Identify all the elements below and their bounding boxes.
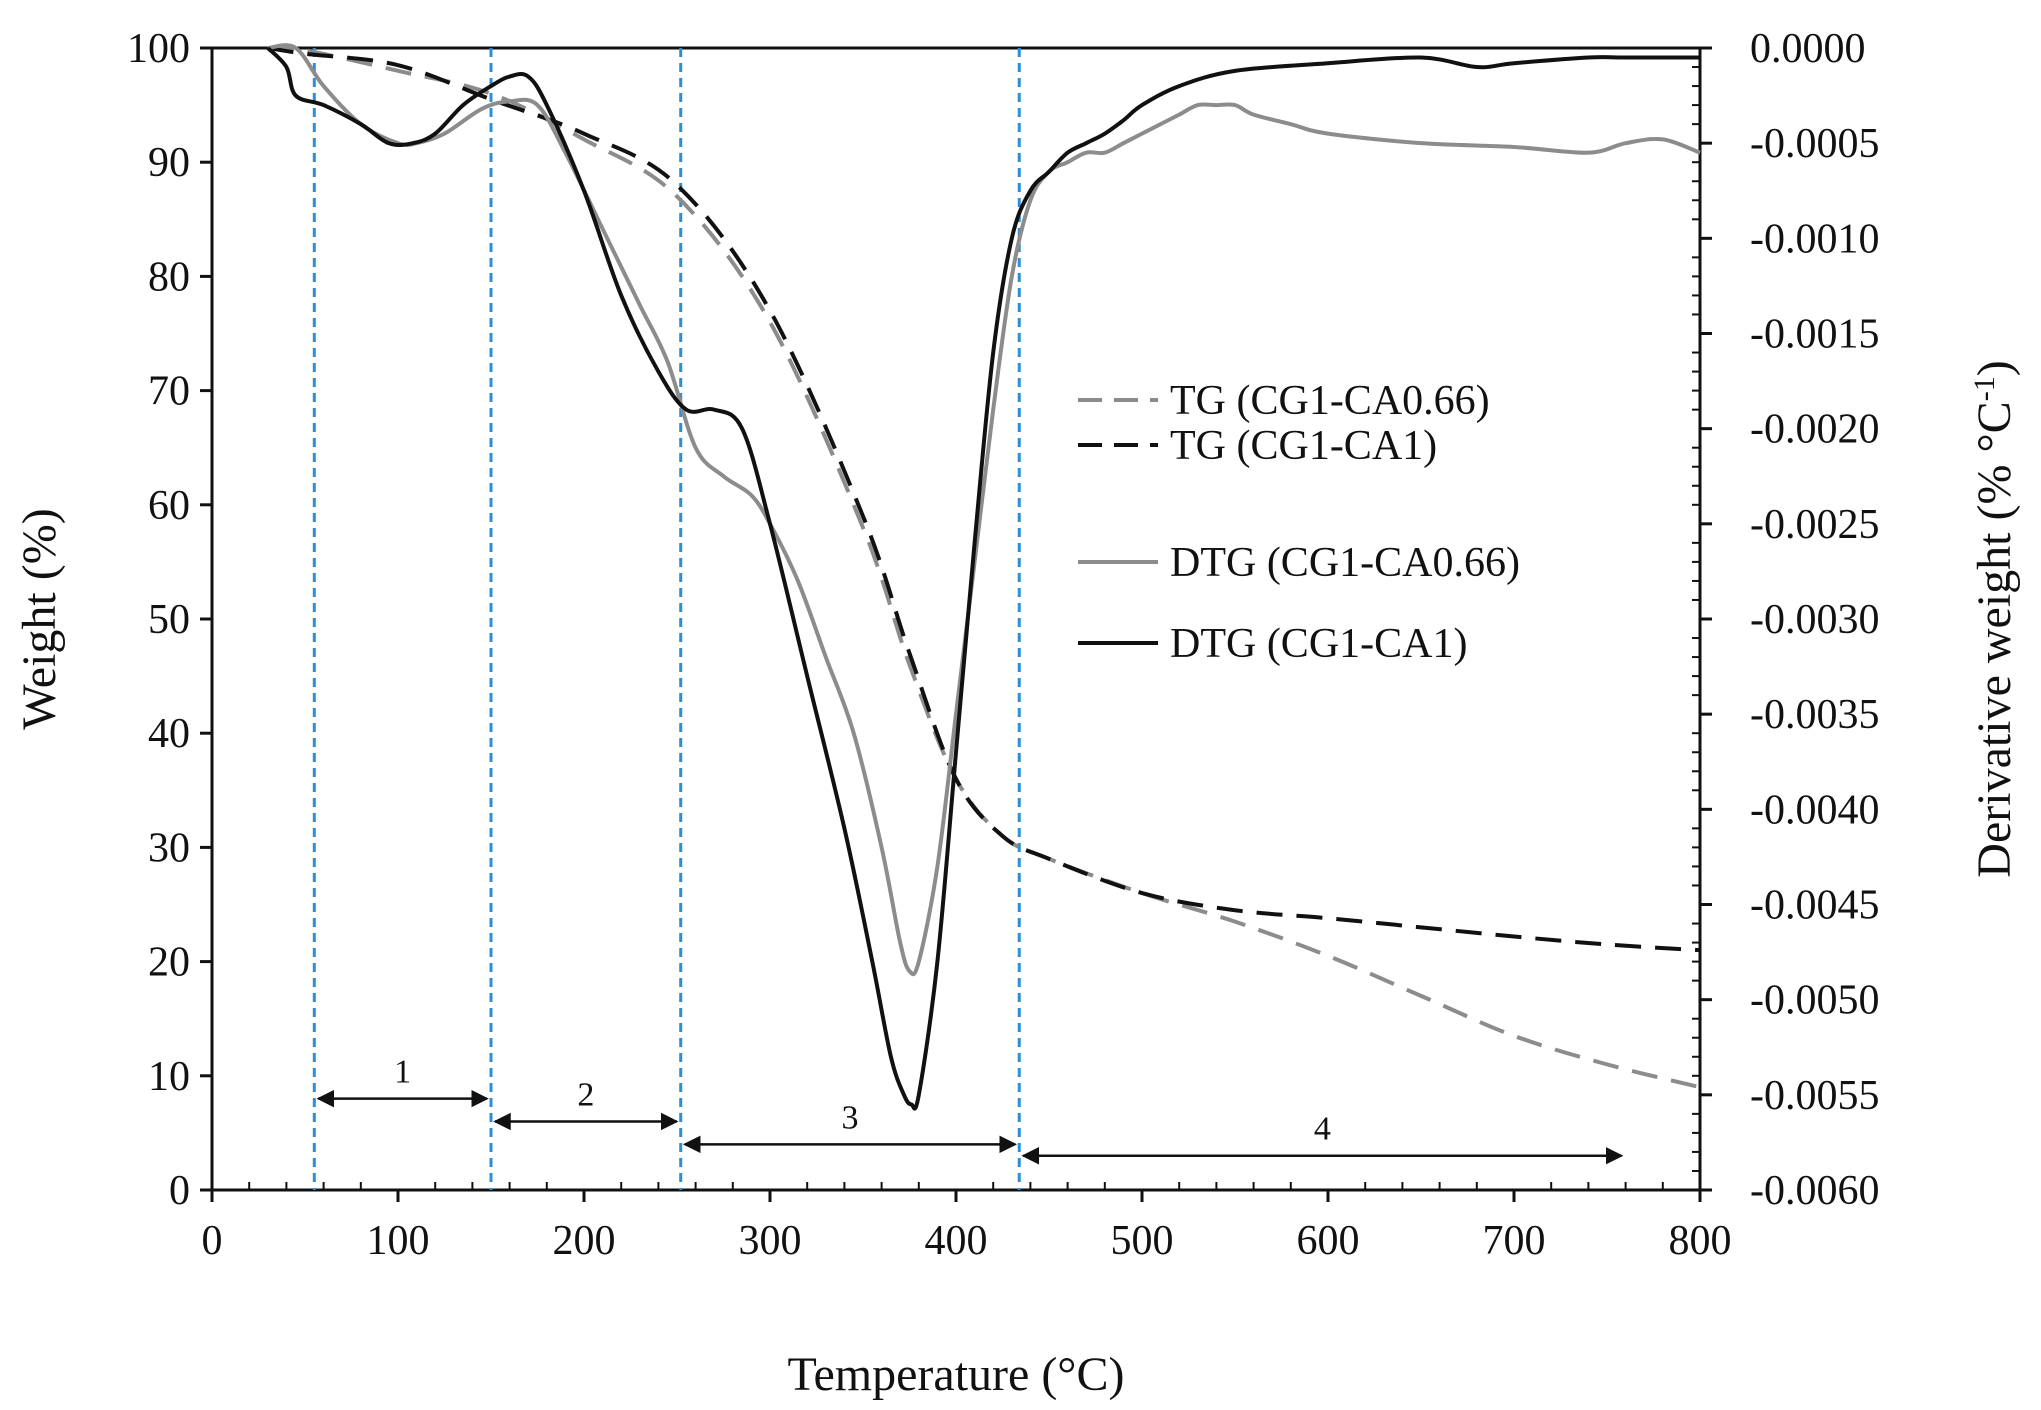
- x-tick-label: 200: [553, 1218, 616, 1264]
- y-tick-label: 90: [148, 140, 190, 186]
- series-tg-ca066-line: [267, 45, 1701, 1090]
- x-tick-label: 600: [1297, 1218, 1360, 1264]
- y2-tick-label: -0.0005: [1750, 121, 1880, 167]
- x-axis-title: Temperature (°C): [787, 1348, 1124, 1401]
- x-tick-label: 800: [1669, 1218, 1732, 1264]
- region-label: 3: [841, 1099, 858, 1136]
- plot-area: [210, 46, 1702, 1192]
- y2-tick-label: -0.0030: [1750, 597, 1880, 643]
- y-tick-label: 30: [148, 825, 190, 871]
- x-axis: 0 100 200 300 400 500 600 700 800: [202, 1182, 1732, 1264]
- legend-label-dtg-ca1: DTG (CG1-CA1): [1170, 621, 1467, 667]
- y2-tick-label: -0.0015: [1750, 312, 1880, 358]
- y2-tick-label: -0.0050: [1750, 978, 1880, 1024]
- y-tick-label: 60: [148, 483, 190, 529]
- y2-tick-label: -0.0055: [1750, 1073, 1880, 1119]
- region-label: 1: [394, 1054, 411, 1091]
- y2-tick-label: -0.0035: [1750, 692, 1880, 738]
- y-tick-label: 50: [148, 597, 190, 643]
- y-axis-left-title: Weight (%): [13, 508, 66, 729]
- y2-tick-label: -0.0045: [1750, 883, 1880, 929]
- y-tick-label: 80: [148, 254, 190, 300]
- y2-tick-label: -0.0025: [1750, 502, 1880, 548]
- region-divider-lines: [312, 48, 1021, 1190]
- series-dtg-ca066-line: [267, 43, 1701, 977]
- series-layer: [266, 43, 1701, 1111]
- x-tick-label: 0: [202, 1218, 223, 1264]
- y2-tick-label: -0.0040: [1750, 787, 1880, 833]
- x-tick-label: 300: [739, 1218, 802, 1264]
- series-tg-ca1-line: [267, 46, 1701, 953]
- legend-label-dtg-ca066: DTG (CG1-CA0.66): [1170, 540, 1520, 586]
- region-arrows: 1 2 3 4: [316, 1054, 1624, 1165]
- y-tick-label: 10: [148, 1054, 190, 1100]
- x-tick-label: 400: [925, 1218, 988, 1264]
- x-tick-label: 500: [1111, 1218, 1174, 1264]
- region-label: 4: [1314, 1111, 1331, 1148]
- y2-tick-label: -0.0010: [1750, 216, 1880, 262]
- y-axis-left: 0 10 20 30 40 50 60 70 80 90 100: [127, 26, 212, 1214]
- legend-label-tg-ca066: TG (CG1-CA0.66): [1170, 378, 1490, 424]
- y-tick-label: 40: [148, 711, 190, 757]
- y-tick-label: 0: [169, 1168, 190, 1214]
- series-dtg-ca1-line: [266, 46, 1700, 1111]
- y2-tick-label: 0.0000: [1750, 26, 1866, 72]
- y-axis-right: -0.0060 -0.0055 -0.0050 -0.0045 -0.0040 -0.00…: [1692, 26, 1880, 1214]
- y-tick-label: 20: [148, 940, 190, 986]
- legend: TG (CG1-CA0.66) TG (CG1-CA1) DTG (CG1-CA…: [1078, 378, 1520, 667]
- legend-label-tg-ca1: TG (CG1-CA1): [1170, 423, 1437, 469]
- region-label: 2: [577, 1076, 594, 1113]
- y-axis-right-title: Derivative weight (% °C-1): [1968, 360, 2022, 877]
- y-tick-label: 100: [127, 26, 190, 72]
- y2-tick-label: -0.0060: [1750, 1168, 1880, 1214]
- x-tick-label: 700: [1483, 1218, 1546, 1264]
- y-tick-label: 70: [148, 369, 190, 415]
- x-tick-label: 100: [367, 1218, 430, 1264]
- y2-tick-label: -0.0020: [1750, 407, 1880, 453]
